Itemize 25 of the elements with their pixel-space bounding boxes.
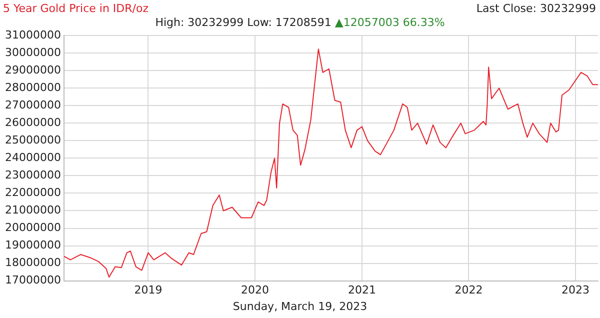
x-tick-label: 2023 — [561, 283, 590, 296]
chart-title: 5 Year Gold Price in IDR/oz — [3, 2, 148, 15]
x-tick-label: 2019 — [134, 283, 162, 296]
y-tick-label: 22000000 — [4, 186, 61, 200]
y-tick-label: 29000000 — [4, 63, 61, 76]
y-tick-label: 17000000 — [4, 274, 61, 287]
y-tick-label: 31000000 — [4, 28, 61, 42]
y-tick-label: 24000000 — [4, 151, 61, 164]
text: Sunday, March 19, 2023 — [232, 300, 368, 313]
chart-subtitle: High: 30232999 Low: 17208591 — [155, 16, 332, 29]
text: Last Close: 30232999 — [476, 2, 596, 15]
y-tick-label: 25000000 — [4, 134, 61, 147]
x-tick-label: 2020 — [240, 283, 269, 296]
y-tick-label: 21000000 — [4, 204, 61, 217]
y-tick-label: 28000000 — [4, 81, 61, 94]
y-tick-label: 26000000 — [4, 116, 61, 130]
y-tick-label: 19000000 — [4, 238, 61, 252]
y-tick-label: 27000000 — [4, 98, 61, 112]
x-tick-label: 2022 — [454, 283, 483, 296]
x-tick-label: 2021 — [348, 283, 376, 296]
y-tick-label: 30000000 — [4, 46, 61, 59]
text: ▲12057003 66.33% — [334, 16, 445, 29]
y-tick-label: 18000000 — [4, 256, 61, 270]
y-tick-label: 23000000 — [4, 168, 61, 182]
y-tick-label: 20000000 — [4, 221, 61, 234]
